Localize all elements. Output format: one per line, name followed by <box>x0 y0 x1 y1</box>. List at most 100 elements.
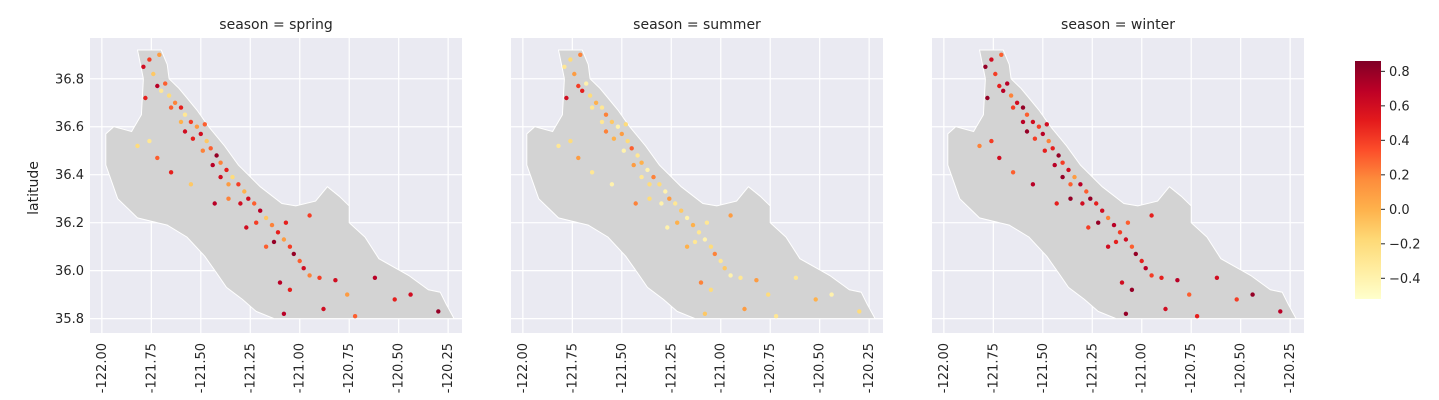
x-tick-label: -120.75 <box>342 343 357 393</box>
data-point <box>1149 213 1154 218</box>
data-point <box>599 105 605 110</box>
data-point <box>562 64 567 70</box>
x-tick-label: -120.50 <box>813 343 828 393</box>
data-point <box>999 52 1004 57</box>
data-point <box>722 266 727 271</box>
data-point <box>615 124 621 129</box>
x-tick-label: -121.75 <box>144 343 159 393</box>
data-point <box>194 124 200 129</box>
facet-title: season = spring <box>219 17 332 33</box>
data-point <box>436 309 441 314</box>
colorbar-tick-label: 0.4 <box>1389 134 1410 149</box>
x-tick-label: -120.25 <box>1283 343 1298 393</box>
data-point <box>1030 119 1036 125</box>
data-point <box>593 100 599 106</box>
data-point <box>576 155 581 161</box>
data-point <box>214 153 219 158</box>
data-point <box>1024 129 1030 134</box>
data-point <box>684 215 690 221</box>
y-tick-label: 36.4 <box>55 168 84 183</box>
data-point <box>307 273 312 278</box>
data-point <box>793 275 799 280</box>
facet-panels: season = spring -122.00 -121.75 -121.50 -121… <box>55 17 1304 393</box>
data-point <box>857 309 862 314</box>
x-tick-label: -120.25 <box>862 343 877 393</box>
x-tick-label: -121.25 <box>243 343 258 393</box>
data-point <box>263 244 269 249</box>
data-point <box>609 182 615 187</box>
data-point <box>708 244 714 249</box>
data-point <box>667 196 672 201</box>
data-point <box>1234 297 1239 302</box>
colorbar-tick-label: −0.2 <box>1389 237 1421 252</box>
data-point <box>1040 131 1046 137</box>
data-point <box>1129 287 1135 292</box>
data-point <box>226 196 231 201</box>
data-point <box>647 196 652 201</box>
data-point <box>589 170 595 175</box>
data-point <box>675 220 680 225</box>
data-point <box>651 174 656 180</box>
data-point <box>200 148 205 153</box>
data-point <box>333 278 338 283</box>
data-point <box>230 174 235 180</box>
data-point <box>141 64 146 70</box>
data-point <box>572 71 577 77</box>
data-point <box>1072 174 1077 180</box>
data-point <box>202 122 207 127</box>
data-point <box>1008 93 1014 98</box>
data-point <box>728 213 733 218</box>
data-point <box>665 225 670 230</box>
data-point <box>1036 124 1042 129</box>
data-point <box>208 146 213 151</box>
data-point <box>236 182 241 187</box>
data-point <box>639 160 644 165</box>
x-tick-label: -121.00 <box>1135 343 1150 393</box>
data-point <box>619 131 624 137</box>
data-point <box>1175 278 1180 283</box>
data-point <box>1105 244 1111 249</box>
data-point <box>135 143 140 149</box>
data-point <box>1123 237 1129 242</box>
data-point <box>1163 306 1168 312</box>
data-point <box>226 182 231 187</box>
data-point <box>277 280 283 285</box>
data-point <box>345 292 350 297</box>
data-point <box>287 244 293 249</box>
data-point <box>578 52 583 57</box>
data-point <box>580 88 585 94</box>
data-point <box>742 306 747 312</box>
data-point <box>1123 311 1129 316</box>
points <box>135 52 441 319</box>
data-point <box>317 275 322 280</box>
data-point <box>708 287 714 292</box>
data-point <box>589 105 595 110</box>
colorbar: 0.8 0.6 0.4 0.2 0.0 −0.2 −0.4 <box>1355 61 1421 299</box>
data-point <box>246 196 251 201</box>
data-point <box>178 105 184 110</box>
y-axis-label: latitude <box>26 161 42 215</box>
points <box>556 52 862 319</box>
data-point <box>645 167 650 173</box>
data-point <box>1046 138 1051 144</box>
x-tick-label: -121.50 <box>615 343 630 393</box>
points <box>977 52 1283 319</box>
data-point <box>977 143 982 149</box>
data-point <box>1042 148 1048 153</box>
data-point <box>657 182 662 187</box>
data-point <box>143 95 148 101</box>
data-point <box>1014 100 1020 106</box>
data-point <box>408 292 413 297</box>
data-point <box>1133 251 1139 257</box>
data-point <box>754 278 759 283</box>
data-point <box>188 182 194 187</box>
data-point <box>1086 225 1091 230</box>
data-point <box>1060 160 1065 165</box>
data-point <box>684 244 690 249</box>
x-tick-label: -121.25 <box>1085 343 1100 393</box>
data-point <box>1005 81 1010 86</box>
data-point <box>1068 182 1073 187</box>
data-point <box>609 119 615 125</box>
y-tick-label: 35.8 <box>55 312 84 327</box>
